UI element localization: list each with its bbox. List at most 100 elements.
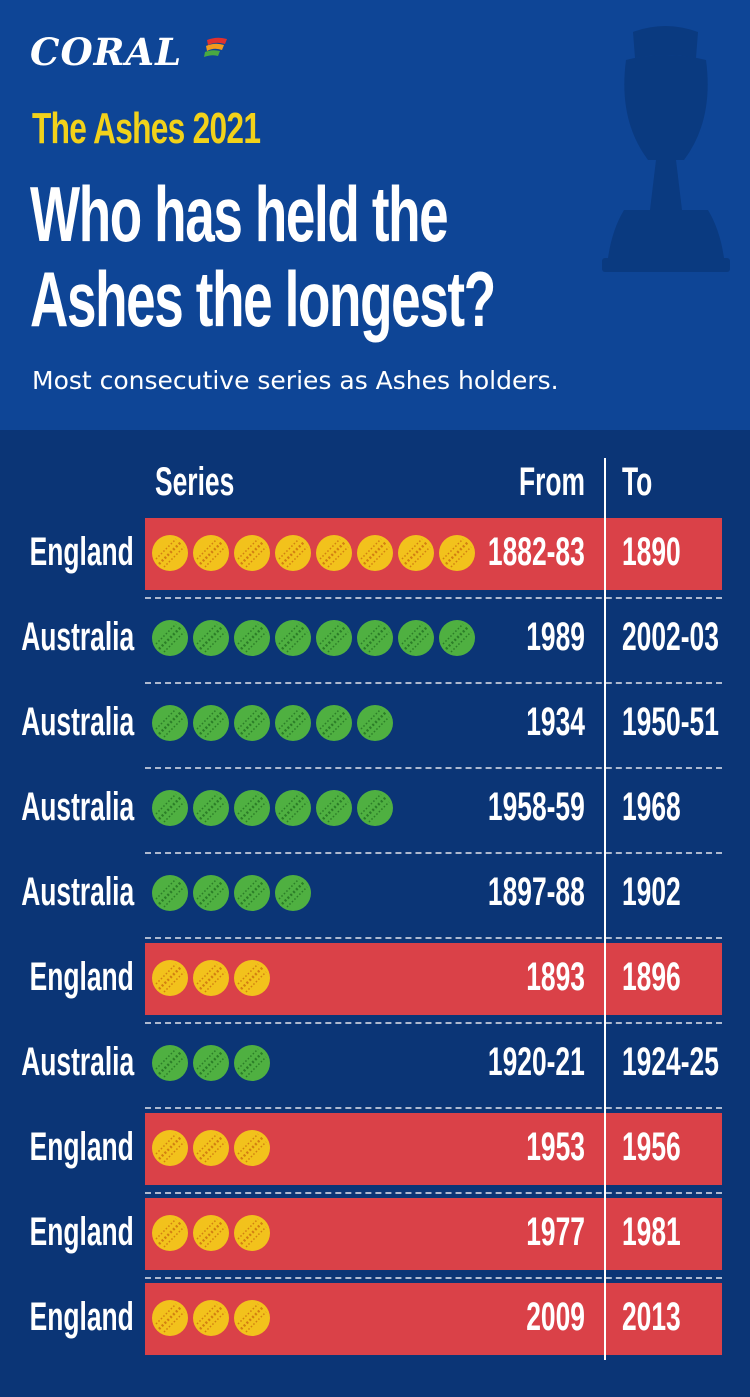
cricket-ball-icon xyxy=(275,535,311,571)
cricket-ball-icon xyxy=(316,790,352,826)
row-separator xyxy=(145,767,722,769)
cricket-ball-icon xyxy=(275,790,311,826)
cricket-ball-icon xyxy=(193,705,229,741)
description: Most consecutive series as Ashes holders… xyxy=(32,366,559,395)
ashes-urn-icon xyxy=(602,26,730,272)
team-label: England xyxy=(29,1210,134,1254)
column-divider xyxy=(604,458,606,1360)
cricket-ball-icon xyxy=(193,1300,229,1336)
row-separator xyxy=(145,1022,722,1024)
column-header-from: From xyxy=(519,460,585,504)
cricket-ball-icon xyxy=(152,1045,188,1081)
cricket-ball-icon xyxy=(234,875,270,911)
cricket-ball-icon xyxy=(275,875,311,911)
cricket-ball-icon xyxy=(398,535,434,571)
to-year: 1896 xyxy=(622,955,681,999)
from-year: 1958-59 xyxy=(488,785,585,829)
series-balls xyxy=(152,1300,270,1336)
cricket-ball-icon xyxy=(316,620,352,656)
column-header-series: Series xyxy=(155,460,235,504)
from-year: 1882-83 xyxy=(488,530,585,574)
cricket-ball-icon xyxy=(152,1300,188,1336)
to-year: 1924-25 xyxy=(622,1040,719,1084)
from-year: 1989 xyxy=(526,615,585,659)
cricket-ball-icon xyxy=(152,535,188,571)
to-year: 2002-03 xyxy=(622,615,719,659)
cricket-ball-icon xyxy=(316,535,352,571)
cricket-ball-icon xyxy=(193,960,229,996)
row-separator xyxy=(145,1192,722,1194)
table-row: England 1882-83 1890 xyxy=(0,516,750,596)
table-row: England 2009 2013 xyxy=(0,1281,750,1361)
cricket-ball-icon xyxy=(357,620,393,656)
cricket-ball-icon xyxy=(357,790,393,826)
coral-logo: CORAL xyxy=(30,30,183,74)
cricket-ball-icon xyxy=(234,1130,270,1166)
cricket-ball-icon xyxy=(439,620,475,656)
to-year: 1890 xyxy=(622,530,681,574)
from-year: 1893 xyxy=(526,955,585,999)
team-label: England xyxy=(29,955,134,999)
cricket-ball-icon xyxy=(152,790,188,826)
row-separator xyxy=(145,597,722,599)
row-separator xyxy=(145,852,722,854)
row-separator xyxy=(145,682,722,684)
series-balls xyxy=(152,1215,270,1251)
from-year: 1897-88 xyxy=(488,870,585,914)
to-year: 1950-51 xyxy=(622,700,719,744)
cricket-ball-icon xyxy=(316,705,352,741)
column-header-to: To xyxy=(622,460,653,504)
cricket-ball-icon xyxy=(398,620,434,656)
table-row: Australia 1920-21 1924-25 xyxy=(0,1026,750,1106)
series-balls xyxy=(152,790,393,826)
from-year: 1920-21 xyxy=(488,1040,585,1084)
series-balls xyxy=(152,535,475,571)
table-row: England 1977 1981 xyxy=(0,1196,750,1276)
team-label: Australia xyxy=(21,1040,134,1084)
cricket-ball-icon xyxy=(152,1130,188,1166)
to-year: 1981 xyxy=(622,1210,681,1254)
cricket-ball-icon xyxy=(234,960,270,996)
table-row: Australia 1958-59 1968 xyxy=(0,771,750,851)
cricket-ball-icon xyxy=(275,620,311,656)
series-balls xyxy=(152,875,311,911)
title-line-2: Ashes the longest? xyxy=(30,255,496,343)
team-label: Australia xyxy=(21,700,134,744)
from-year: 1934 xyxy=(526,700,585,744)
series-balls xyxy=(152,1130,270,1166)
cricket-ball-icon xyxy=(193,875,229,911)
series-balls xyxy=(152,960,270,996)
title-line-1: Who has held the xyxy=(30,170,449,258)
team-label: Australia xyxy=(21,615,134,659)
series-balls xyxy=(152,620,475,656)
cricket-ball-icon xyxy=(234,705,270,741)
series-balls xyxy=(152,705,393,741)
cricket-ball-icon xyxy=(234,1215,270,1251)
row-separator xyxy=(145,1107,722,1109)
cricket-ball-icon xyxy=(234,535,270,571)
row-separator xyxy=(145,1277,722,1279)
to-year: 1956 xyxy=(622,1125,681,1169)
cricket-ball-icon xyxy=(275,705,311,741)
cricket-ball-icon xyxy=(152,960,188,996)
table-row: Australia 1934 1950-51 xyxy=(0,686,750,766)
cricket-ball-icon xyxy=(193,1130,229,1166)
table-row: Australia 1897-88 1902 xyxy=(0,856,750,936)
cricket-ball-icon xyxy=(439,535,475,571)
cricket-ball-icon xyxy=(234,1300,270,1336)
cricket-ball-icon xyxy=(152,620,188,656)
cricket-ball-icon xyxy=(193,1215,229,1251)
cricket-ball-icon xyxy=(357,705,393,741)
team-label: England xyxy=(29,1125,134,1169)
subtitle: The Ashes 2021 xyxy=(32,104,261,153)
page-title: Who has held the Ashes the longest? xyxy=(30,170,496,343)
team-label: Australia xyxy=(21,785,134,829)
from-year: 1977 xyxy=(526,1210,585,1254)
cricket-ball-icon xyxy=(193,620,229,656)
team-label: England xyxy=(29,1295,134,1339)
to-year: 2013 xyxy=(622,1295,681,1339)
cricket-ball-icon xyxy=(357,535,393,571)
table-row: Australia 1989 2002-03 xyxy=(0,601,750,681)
table-row: England 1893 1896 xyxy=(0,941,750,1021)
team-label: Australia xyxy=(21,870,134,914)
